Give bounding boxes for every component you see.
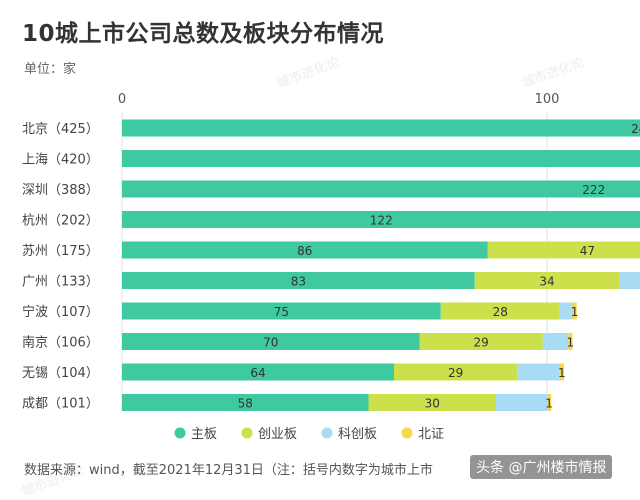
credit-badge: 头条 @广州楼市情报 [470,455,612,479]
legend-swatch [242,428,253,439]
category-label: 成都（101） [22,397,99,412]
legend-label: 科创板 [338,427,377,442]
data-label: 30 [425,397,440,411]
legend-swatch [402,428,413,439]
data-label: 1 [567,336,575,350]
category-label: 无锡（104） [22,366,99,381]
data-label: 245 [631,122,640,136]
legend-label: 创业板 [258,427,297,442]
data-label: 222 [582,183,605,197]
data-source-note: 数据来源：wind，截至2021年12月31日（注：括号内数字为城市上市 [24,459,433,478]
data-label: 122 [370,214,393,228]
bar-segment [122,181,640,198]
bar-segment [122,120,640,137]
legend-swatch [175,428,186,439]
data-label: 1 [571,305,579,319]
bar-segment [543,333,569,350]
category-label: 北京（425） [22,122,99,137]
data-label: 47 [580,244,595,258]
data-label: 70 [263,336,278,350]
bar-segment [122,150,640,167]
category-label: 南京（106） [22,335,99,351]
data-label: 86 [297,244,312,258]
legend-swatch [322,428,333,439]
bar-segment [488,242,640,259]
category-label: 苏州（175） [22,243,99,259]
legend-label: 北证 [418,427,444,442]
bar-segment [496,394,547,411]
data-label: 64 [250,366,265,380]
data-label: 83 [291,275,306,289]
category-label: 上海（420） [22,153,99,168]
bar-segment [619,272,640,289]
data-label: 58 [238,397,253,411]
data-label: 29 [473,336,488,350]
data-label: 75 [274,305,289,319]
category-label: 深圳（388） [22,183,99,198]
bar-segment [517,364,560,381]
legend-label: 主板 [191,427,217,442]
category-label: 广州（133） [22,275,99,290]
data-label: 1 [558,366,566,380]
data-label: 29 [448,366,463,380]
x-tick-label: 0 [118,92,126,107]
category-label: 杭州（202） [22,214,99,229]
x-tick-label: 100 [535,92,560,107]
category-label: 宁波（107） [22,304,99,320]
data-label: 1 [545,397,553,411]
data-label: 34 [539,275,554,289]
data-label: 28 [493,305,508,319]
